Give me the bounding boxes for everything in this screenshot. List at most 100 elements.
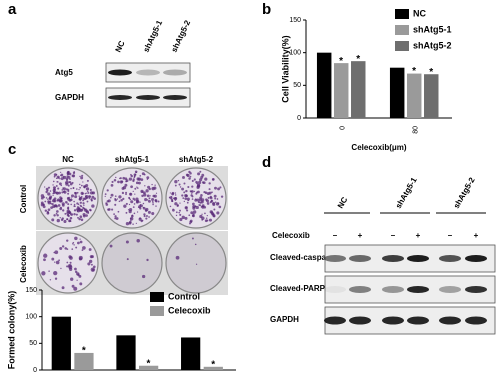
colony [68,196,71,199]
colony [116,198,119,200]
colony [214,186,217,190]
colony [174,202,178,206]
bar [51,316,71,370]
colony [154,184,156,186]
colony [79,240,83,244]
y-tick-label: 0 [33,367,37,374]
legend-swatch [395,25,409,35]
colony [71,248,74,250]
colony [181,187,185,191]
colony [44,200,47,203]
bar [389,67,405,118]
band [163,69,187,76]
legend-label: shAtg5-2 [413,40,452,50]
band [382,316,404,325]
colony [135,171,137,174]
band [439,255,461,262]
colony [79,199,82,201]
colony [79,201,82,204]
band [382,286,404,293]
colony [66,207,70,210]
colony [179,217,183,222]
colony [124,183,128,187]
column-label: NC [62,155,74,164]
colony [201,181,205,184]
colony [139,201,141,203]
y-tick-label: 100 [25,314,37,321]
colony [190,211,194,215]
colony [142,274,146,279]
x-tick-label: 0 [339,126,346,130]
colony [178,211,181,214]
colony [58,182,62,186]
colony [55,173,58,176]
colony [73,209,77,212]
colony [146,258,149,262]
colony [174,180,178,184]
colony [113,178,117,182]
colony [211,191,213,194]
colony [125,180,128,183]
colony [68,198,72,202]
colony [70,277,74,281]
colony [129,192,132,195]
treatment-sign: – [391,231,396,240]
colony [216,211,220,215]
x-axis-label: Celecoxib(μm) [351,143,406,152]
colony [55,205,58,208]
colony [59,178,61,180]
colony [88,248,92,251]
colony [117,210,120,213]
panel-letter: d [262,154,271,171]
colony [43,258,46,262]
annotation: * [339,56,343,67]
colony [47,186,51,189]
colony [52,184,54,186]
colony [84,197,87,201]
colony [131,214,134,217]
colony [157,200,160,203]
colony [58,259,60,262]
colony [89,188,92,191]
colony [141,172,145,176]
colony [104,195,106,198]
colony [79,183,81,186]
colony [56,175,60,179]
colony [69,178,71,181]
colony [66,265,69,268]
colony [200,194,203,197]
colony [187,199,190,202]
colony [205,217,208,219]
colony [73,200,75,203]
colony [87,212,90,214]
column-label: shAtg5-1 [115,155,150,164]
colony [147,210,151,214]
band [349,286,371,293]
colony [151,186,155,191]
colony [191,192,193,195]
colony [67,203,70,206]
colony [125,222,130,226]
colony [73,205,76,208]
colony [181,194,184,197]
band [349,316,371,325]
colony [111,208,114,211]
colony [45,187,49,191]
annotation: * [211,359,215,370]
colony [59,217,61,219]
bar [406,73,422,118]
colony [119,177,122,180]
colony [181,215,185,219]
colony [205,199,210,203]
colony [66,261,69,264]
colony [155,192,158,194]
bar [74,352,94,370]
colony [60,177,64,181]
colony [204,212,206,215]
colony [61,245,65,248]
colony [183,182,186,185]
plate [165,232,227,294]
colony [149,195,151,197]
colony [143,215,146,218]
colony [75,213,78,216]
